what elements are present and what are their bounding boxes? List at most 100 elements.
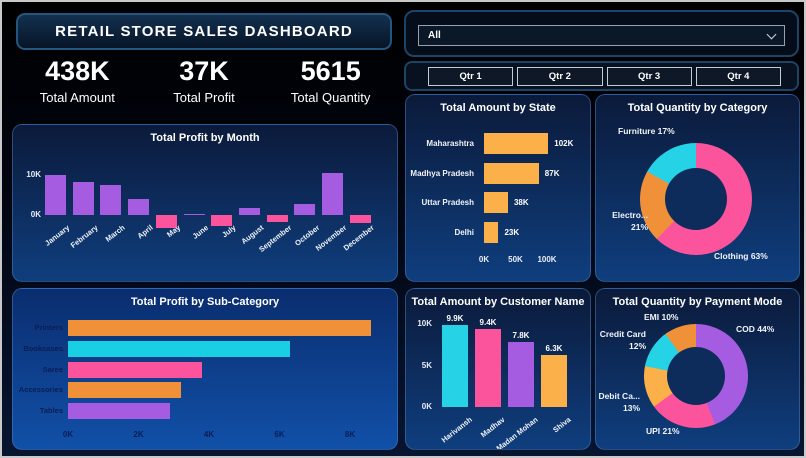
bar-Shiva[interactable] [541,354,567,407]
y-axis-tick: 10K [26,170,41,179]
category-label: Madhya Pradesh [410,168,474,178]
bar-December[interactable] [349,215,371,223]
panel-quantity-by-category: Total Quantity by Category Clothing 63% E… [595,94,800,282]
y-axis-tick: 0K [421,402,432,411]
kpi-total-profit: 37K Total Profit [141,54,268,118]
category-label: Tables [39,406,63,416]
bar-Bookcases[interactable] [68,340,291,357]
kpi-total-quantity: 5615 Total Quantity [267,54,394,118]
data-label: 7.8K [512,331,530,341]
kpi-label: Total Quantity [290,90,371,105]
category-label: Accessories [18,385,63,395]
kpi-value: 37K [179,56,229,86]
qtr-4-button[interactable]: Qtr 4 [695,66,781,86]
bar-January[interactable] [45,175,66,215]
slice-label-electronics: Electro... 21% [612,210,648,232]
panel-profit-by-subcategory: Total Profit by Sub-Category Printers Boo… [12,288,398,450]
donut-hole [667,347,725,405]
y-axis-tick: 5K [421,360,432,370]
x-axis-tick: 8K [344,430,356,439]
bar-June[interactable] [183,213,205,215]
kpi-label: Total Amount [39,90,115,105]
slice-label-upi: UPI 21% [646,426,680,436]
slice-label-clothing: Clothing 63% [714,251,768,261]
chart-title: Total Profit by Sub-Category [130,296,280,308]
bar-November[interactable] [322,173,343,215]
x-axis-label: Shiva [551,415,573,435]
bar-Delhi[interactable] [484,221,499,243]
panel-amount-by-customer: Total Amount by Customer Name 10K 5K 0K 9.9… [405,288,591,450]
category-label: Maharashtra [426,139,474,148]
kpi-label: Total Profit [173,90,235,105]
x-axis-label: December [342,223,377,253]
data-label: 23K [504,227,520,237]
x-axis-tick: 0K [478,255,490,264]
category-label: Printers [34,323,63,332]
x-axis-tick: 100K [537,255,557,264]
quantity_by_payment-donut[interactable] [644,324,748,428]
bar-May[interactable] [155,215,177,228]
data-label: 9.9K [446,314,464,324]
bar-Uttar Pradesh[interactable] [484,192,508,213]
qtr-3-button[interactable]: Qtr 3 [606,66,692,86]
donut-hole [665,168,727,230]
data-label: 38K [513,198,529,207]
kpi-value: 5615 [300,56,361,86]
chart-title: Total Profit by Month [150,132,260,144]
bar-February[interactable] [72,181,94,215]
kpi-total-amount: 438K Total Amount [14,54,141,118]
y-axis-tick: 0K [30,210,41,219]
bar-August[interactable] [238,207,260,215]
data-label: 87K [544,168,560,178]
qtr-2-button[interactable]: Qtr 2 [517,66,603,86]
bar-Maharashtra[interactable] [484,133,549,154]
slice-label-emi: EMI 10% [644,312,679,322]
bar-Madhav[interactable] [475,329,501,407]
x-axis-tick: 0K [62,430,74,439]
slice-label-furniture: Furniture 17% [618,126,675,136]
x-axis-tick: 4K [203,430,215,439]
panel-quantity-by-payment: Total Quantity by Payment Mode COD 44% UP… [595,288,800,450]
bar-Tables[interactable] [68,403,171,420]
bar-July[interactable] [211,215,233,226]
y-axis-tick: 10K [417,319,432,329]
kpi-row: 438K Total Amount 37K Total Profit 5615 … [14,54,394,118]
bar-Madhya Pradesh[interactable] [484,162,539,184]
chevron-down-icon [766,29,777,39]
bar-Harivansh[interactable] [442,325,468,407]
quarter-filter-panel: Qtr 1 Qtr 2 Qtr 3 Qtr 4 [404,61,799,91]
data-label: 102K [554,139,574,148]
bar-Saree[interactable] [68,361,202,378]
bar-Madan Mohan[interactable] [508,342,534,407]
panel-profit-by-month: Total Profit by Month 10K 0K January Februa… [12,124,398,282]
category-label: Uttar Pradesh [421,198,474,207]
slice-label-cod: COD 44% [736,324,775,334]
slice-label-credit-card: Credit Card 12% [599,329,646,351]
category-label: Delhi [454,227,474,237]
dashboard-title-box: RETAIL STORE SALES DASHBOARD [16,13,392,50]
chart-title: Total Amount by Customer Name [411,296,585,308]
kpi-value: 438K [45,56,110,86]
x-axis-tick: 6K [274,430,285,439]
data-label: 6.3K [545,343,563,353]
bar-Printers[interactable] [68,320,372,336]
date-filter-dropdown[interactable]: All [418,25,785,46]
bar-October[interactable] [294,203,316,215]
chart-title: Total Amount by State [440,102,556,114]
x-axis-tick: 50K [508,255,523,264]
bar-March[interactable] [100,185,122,215]
dropdown-selected-value: All [428,30,441,41]
chart-title: Total Quantity by Payment Mode [612,296,783,308]
quantity_by_category-donut[interactable] [640,143,752,255]
bar-Accessories[interactable] [68,382,181,399]
x-axis-tick: 2K [133,430,144,439]
data-label: 9.4K [479,318,497,328]
chart-title: Total Quantity by Category [627,102,768,114]
bar-April[interactable] [128,199,150,215]
category-label: Saree [42,364,63,374]
slice-label-debit-card: Debit Ca... 13% [598,391,640,413]
bar-September[interactable] [266,215,288,222]
panel-amount-by-state: Total Amount by State Maharashtra 102K Mad… [405,94,591,282]
qtr-1-button[interactable]: Qtr 1 [428,66,514,86]
